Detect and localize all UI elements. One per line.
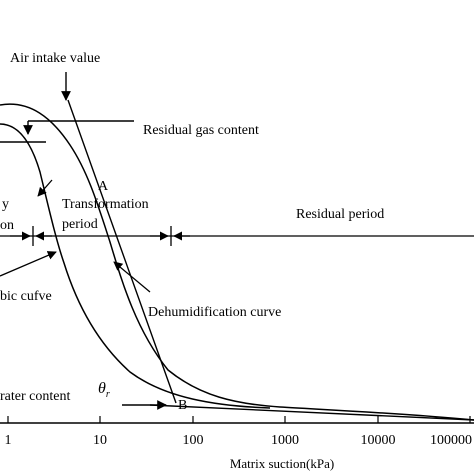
- adsorption-pointer-arrow: [0, 251, 57, 277]
- residual-gas-label: Residual gas content: [143, 123, 259, 138]
- adsorption-curve: [0, 123, 271, 409]
- residual-period-label: Residual period: [296, 207, 384, 222]
- theta-subscript: r: [106, 389, 110, 400]
- residual-water-line: [149, 404, 474, 421]
- theta-symbol: θ: [98, 380, 106, 397]
- transformation-label-line2: period: [62, 217, 98, 232]
- tick-label-10000: 10000: [361, 433, 396, 448]
- air-intake-label: Air intake value: [10, 51, 100, 66]
- tick-label-100: 100: [183, 433, 204, 448]
- adsorption-curve-label: bic cufve: [0, 289, 52, 304]
- tick-label-10: 10: [93, 433, 107, 448]
- left-fragment-label-2: on: [0, 218, 14, 233]
- left-pointer-arrow: [37, 179, 53, 197]
- dehumidification-curve: [0, 103, 474, 421]
- tangent-line: [67, 99, 177, 404]
- left-fragment-label-1: y: [2, 197, 9, 212]
- tick-label-100000: 100000: [430, 433, 472, 448]
- dehumidification-pointer-arrow: [113, 261, 151, 293]
- point-b-label: B: [178, 398, 187, 413]
- transformation-label-line1: Transformation: [62, 197, 149, 212]
- tick-label-1000: 1000: [271, 433, 299, 448]
- dehumidification-curve-label: Dehumidification curve: [148, 305, 281, 320]
- x-axis-tick-marks: [7, 416, 471, 423]
- water-content-label: rater content: [0, 389, 70, 404]
- point-a-label: A: [98, 179, 109, 194]
- tick-label-1: 1: [5, 433, 12, 448]
- theta-r-label: θr: [98, 380, 110, 400]
- x-axis-title: Matrix suction(kPa): [230, 456, 334, 471]
